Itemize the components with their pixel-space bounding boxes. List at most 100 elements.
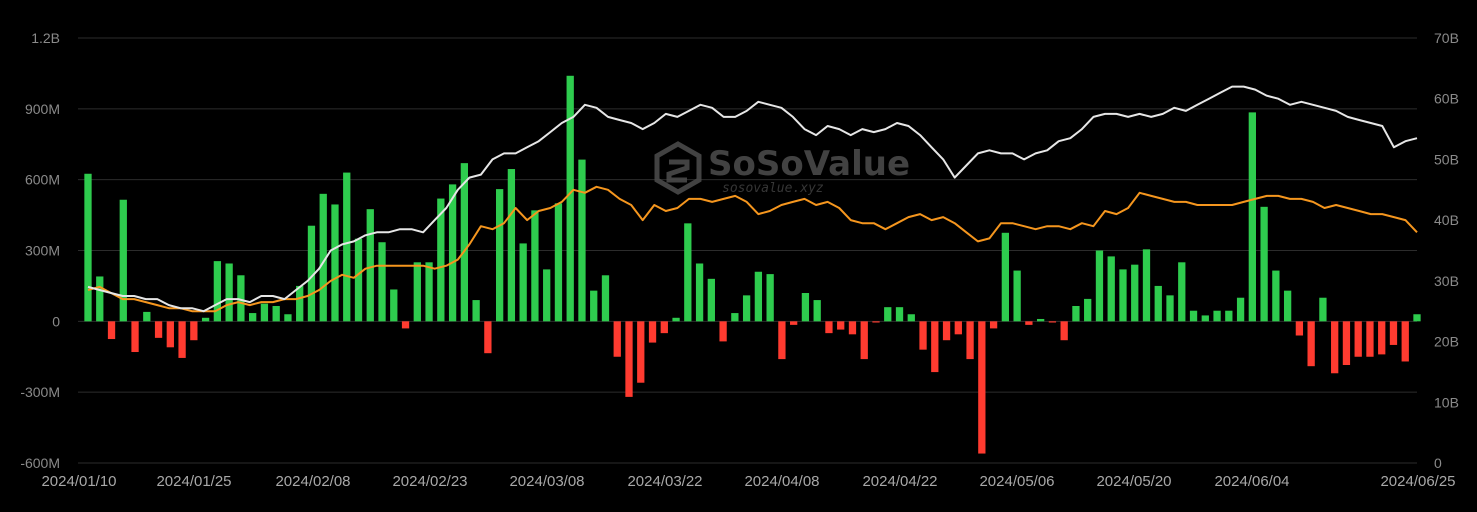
flow-bar	[519, 243, 527, 322]
flow-bar	[1260, 206, 1268, 322]
flow-bar	[1189, 310, 1198, 322]
flow-bar	[895, 307, 904, 322]
flow-bar	[931, 321, 939, 373]
flow-bar	[107, 321, 116, 340]
flow-bar	[801, 293, 810, 322]
flow-bar	[742, 295, 751, 322]
flow-bar	[437, 198, 445, 322]
flow-bar	[884, 307, 892, 322]
sosovalue-logo-icon	[654, 141, 702, 195]
flow-bar	[331, 204, 339, 322]
flow-bar	[213, 261, 222, 322]
flow-bar	[1142, 249, 1151, 322]
flow-bar	[1107, 256, 1115, 322]
flow-bar	[778, 321, 786, 360]
bars-group	[84, 75, 1421, 454]
flow-bar	[1413, 314, 1421, 322]
flow-bar	[1025, 321, 1033, 325]
flow-bar	[790, 321, 798, 325]
flow-bar	[731, 313, 739, 322]
flow-bar	[319, 193, 327, 322]
flow-bar	[554, 203, 563, 322]
flow-bar	[119, 199, 127, 322]
flow-bar	[1166, 295, 1174, 322]
flow-bar	[1342, 321, 1351, 366]
flow-bar	[390, 289, 398, 322]
flow-bar	[413, 262, 421, 322]
x-tick-label: 2024/01/10	[41, 473, 116, 490]
right-tick-label: 0	[1434, 455, 1442, 471]
flow-bar	[237, 275, 245, 322]
flow-bar	[1225, 310, 1233, 322]
x-tick-label: 2024/03/08	[509, 473, 584, 490]
flow-bar	[1213, 310, 1221, 322]
flow-bar	[178, 321, 186, 358]
flow-bar	[484, 321, 492, 354]
flow-bar	[1248, 112, 1256, 322]
right-tick-label: 50B	[1434, 151, 1459, 167]
flow-bar	[684, 223, 692, 322]
flow-bar	[1366, 321, 1374, 357]
flow-bar	[531, 210, 539, 322]
flow-bar	[613, 321, 621, 357]
flow-bar	[284, 314, 292, 322]
x-tick-label: 2024/05/06	[979, 473, 1054, 490]
flow-bar	[978, 321, 986, 454]
x-tick-label: 2024/06/25	[1380, 473, 1455, 490]
left-tick-label: 300M	[25, 243, 60, 259]
x-tick-label: 2024/04/08	[744, 473, 819, 490]
right-tick-label: 10B	[1434, 394, 1459, 410]
flow-bar	[1401, 321, 1409, 362]
flow-bar	[1354, 321, 1362, 357]
flow-bar	[1319, 297, 1327, 322]
flow-bar	[966, 321, 974, 360]
flow-bar	[1295, 321, 1304, 336]
flow-bar	[566, 75, 574, 322]
lines-group	[87, 85, 1418, 313]
flow-bar	[1084, 298, 1092, 322]
flow-bar	[1095, 250, 1104, 322]
grid-lines	[78, 37, 1417, 464]
flow-bar	[919, 321, 927, 350]
flow-bar	[143, 311, 151, 322]
flow-bar	[84, 173, 92, 322]
flow-bar	[1378, 321, 1386, 355]
sosovalue-watermark: SoSoValue sosovalue.xyz	[654, 141, 910, 196]
flow-bar	[260, 303, 269, 322]
flow-bar	[343, 172, 351, 322]
flow-bar	[201, 317, 210, 322]
right-tick-label: 40B	[1434, 212, 1459, 228]
right-tick-label: 30B	[1434, 273, 1459, 289]
flow-bar	[1119, 269, 1127, 322]
left-tick-label: 0	[52, 313, 60, 329]
flow-bar	[590, 290, 598, 322]
left-tick-label: -600M	[20, 455, 60, 471]
flow-bar	[296, 285, 304, 322]
flow-bar	[907, 314, 915, 322]
flow-bar	[425, 262, 433, 322]
left-tick-label: -300M	[20, 384, 60, 400]
flow-bar	[825, 321, 833, 334]
flow-bar	[460, 163, 468, 322]
flow-bar	[1048, 321, 1057, 323]
flow-bar	[1201, 315, 1209, 322]
flow-bar	[1283, 290, 1292, 322]
flow-bar	[1037, 318, 1045, 322]
flow-bar	[154, 321, 163, 338]
flow-bar	[366, 209, 374, 322]
flow-bar	[954, 321, 962, 335]
flow-bar	[1131, 264, 1139, 322]
flow-bar	[719, 321, 727, 342]
flow-bar	[707, 278, 715, 322]
watermark-brand: SoSoValue	[708, 144, 910, 184]
flow-bar	[472, 300, 480, 322]
flow-bar	[766, 274, 774, 322]
flow-bar	[1236, 297, 1245, 322]
x-tick-label: 2024/04/22	[862, 473, 937, 490]
flow-bar	[190, 321, 198, 341]
flow-bar	[942, 321, 951, 341]
watermark-url: sosovalue.xyz	[722, 181, 824, 196]
flow-bar	[354, 238, 363, 322]
flow-bar	[695, 263, 704, 322]
